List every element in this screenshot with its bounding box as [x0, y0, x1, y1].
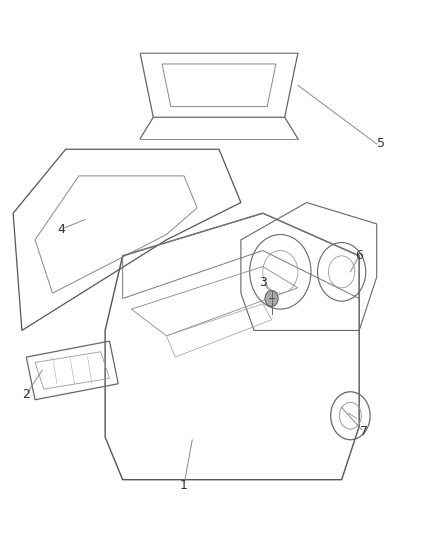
Text: 7: 7 — [360, 425, 367, 438]
Text: 1: 1 — [180, 479, 188, 491]
Text: 6: 6 — [355, 249, 363, 262]
Text: 5: 5 — [377, 138, 385, 150]
Text: 4: 4 — [57, 223, 65, 236]
Text: 3: 3 — [259, 276, 267, 289]
Circle shape — [265, 290, 278, 306]
Text: 2: 2 — [22, 388, 30, 401]
